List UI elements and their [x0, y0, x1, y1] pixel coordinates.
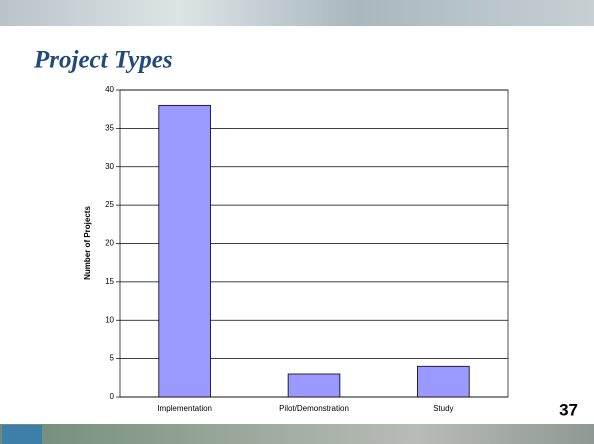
chart-title: Project Types: [33, 47, 173, 74]
y-tick-label: 40: [105, 85, 114, 94]
bottom-banner: [0, 424, 594, 444]
y-tick-label: 25: [105, 200, 114, 209]
x-tick-label: Pilot/Demonstration: [279, 404, 349, 413]
bar: [417, 365, 470, 398]
y-tick-label: 20: [105, 239, 114, 248]
x-tick-label: Implementation: [157, 404, 212, 413]
x-tick-label: Study: [433, 404, 453, 413]
logo: [2, 425, 42, 444]
y-tick-label: 35: [105, 123, 114, 132]
y-tick-label: 0: [110, 392, 115, 401]
y-axis-label: Number of Projects: [83, 206, 92, 280]
y-tick-label: 10: [105, 315, 114, 324]
top-banner: [0, 0, 594, 26]
y-tick-label: 30: [105, 162, 114, 171]
page-number: 37: [559, 400, 578, 419]
y-tick-label: 15: [105, 277, 114, 286]
bar: [287, 373, 341, 398]
y-tick-label: 5: [110, 354, 115, 363]
bar: [158, 104, 211, 398]
